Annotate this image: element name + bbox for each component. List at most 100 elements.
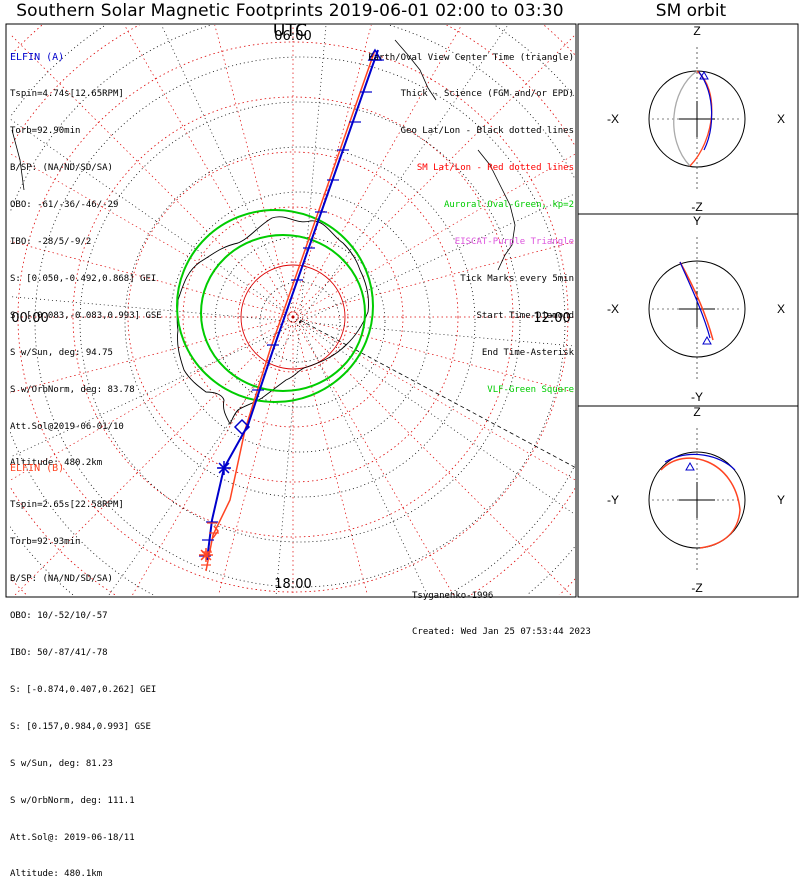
orbit-trail-gray	[673, 70, 698, 167]
view-center-triangle	[367, 48, 383, 61]
elfin-a-track	[206, 49, 379, 561]
elfin-b-info: ELFIN (B) Tspin=2.65s[22.58RPM] Torb=92.…	[10, 438, 156, 893]
geo-lon-line	[299, 193, 575, 323]
elfin-b-line: OBO: 10/-52/10/-57	[10, 611, 108, 622]
geo-lon-line	[299, 321, 575, 515]
elfin-a-line: Att.Sol@2019-06-01/10	[10, 421, 124, 432]
orbit-panel-yz-frame	[577, 405, 799, 598]
coast-fragment-north	[394, 39, 437, 101]
axis-label-left: -X	[607, 112, 619, 126]
geo-lat-circle	[79, 101, 521, 543]
elfin-a-info: ELFIN (A) Tspin=4.74s[12.65RPM] Torb=92.…	[10, 27, 162, 482]
axis-label-top: Y	[693, 214, 701, 228]
elfin-b-line: S w/OrbNorm, deg: 111.1	[10, 795, 135, 806]
orbit-title: SM orbit	[655, 1, 727, 21]
sm-lat-circle	[182, 206, 404, 428]
elfin-a-line: IBO: -28/5/-9/2	[10, 237, 92, 248]
sm-lon-line	[14, 316, 294, 595]
elfin-a-line: S w/OrbNorm, deg: 83.78	[10, 384, 135, 395]
orbit-a-triangle	[699, 70, 709, 80]
legend-entry: Tick Marks every 5min	[460, 273, 574, 284]
legend-entry: Geo Lat/Lon - Black dotted lines	[400, 126, 574, 137]
mlt-label-bottom: 18:00	[274, 577, 311, 592]
created-timestamp: Created: Wed Jan 25 07:53:44 2023	[412, 627, 591, 638]
elfin-a-start-diamond	[233, 418, 251, 436]
geo-lon-line	[299, 321, 575, 347]
geo-lat-circle	[259, 281, 341, 363]
sm-pole-circle	[240, 264, 346, 370]
elfin-b-line: Tspin=2.65s[22.58RPM]	[10, 500, 124, 511]
legend-entry: SM Lat/Lon - Red dotted lines	[416, 163, 574, 174]
elfin-a-line: S: [0.050,-0.492,0.868] GEI	[10, 273, 157, 284]
sm-orbit-panels: Z -Z -X X Y -Y -X X Z -Z -Y Y	[577, 23, 799, 598]
polar-plot	[10, 25, 575, 595]
sm-lon-line	[10, 33, 294, 318]
footer: Tsyganenko-1996 Created: Wed Jan 25 07:5…	[412, 565, 591, 651]
elfin-b-line: S w/Sun, deg: 81.23	[10, 758, 113, 769]
legend-entry: Start Time-Diamond	[476, 310, 574, 321]
mlt-label-left: 00:00	[11, 311, 48, 326]
axis-label-bottom: -Y	[691, 390, 703, 404]
elfin-b-line: Torb=92.93min	[10, 537, 81, 548]
asterisk-stroke	[218, 462, 230, 474]
model-credit: Tsyganenko-1996	[412, 590, 494, 601]
orbit-a-path	[664, 453, 736, 471]
legend-entry: EISCAT-Purple Triangle	[454, 237, 574, 248]
geo-lat-circle	[34, 56, 566, 588]
geo-lon-line	[10, 118, 301, 323]
axis-label-top: Z	[693, 24, 700, 38]
asterisk-stroke	[200, 549, 212, 561]
sm-grid	[10, 25, 575, 595]
axis-label-bottom: -Z	[691, 581, 702, 595]
geo-lon-line	[299, 321, 428, 595]
sm-lon-line	[214, 25, 294, 318]
polar-panel-frame	[5, 23, 577, 598]
coast-fragment-west	[11, 129, 25, 191]
mlt-label-top: 06:00	[274, 29, 311, 44]
sm-lon-line	[218, 316, 294, 595]
elfin-b-start-diamond	[212, 525, 219, 539]
legend: Earth/Oval View Center Time (triangle) T…	[368, 27, 574, 408]
chart-title: Southern Solar Magnetic Footprints 2019-…	[16, 1, 564, 41]
orbit-a-path	[679, 261, 711, 339]
mlt-label-right: 12:00	[533, 311, 570, 326]
geo-lat-circle	[214, 236, 386, 408]
geo-lat-circle	[169, 191, 431, 453]
geo-lon-line	[108, 321, 301, 595]
coast-fragment-east	[477, 149, 516, 271]
elfin-b-name: ELFIN (B)	[10, 462, 65, 474]
axis-label-left: -Y	[607, 493, 619, 507]
antarctica-coastline	[11, 39, 516, 426]
legend-entry: End Time-Asterisk	[481, 347, 574, 358]
orbit-a-triangle	[702, 335, 712, 345]
geo-grid	[10, 25, 575, 595]
axis-label-right: Y	[777, 493, 785, 507]
legend-entry: VLF-Green Square	[487, 384, 574, 395]
elfin-b-line: S: [0.157,0.984,0.993] GSE	[10, 721, 151, 732]
geo-lon-line	[299, 25, 509, 323]
axis-label-left: -X	[607, 302, 619, 316]
elfin-b-line: B/SP: (NA/ND/SD/SA)	[10, 574, 113, 585]
axis-label-bottom: -Z	[691, 200, 702, 214]
orbit-a-triangle	[685, 461, 695, 471]
geo-lon-line	[299, 25, 327, 323]
orbit-b-path	[660, 457, 741, 549]
sm-lon-line	[124, 25, 294, 318]
auroral-oval-inner	[200, 234, 366, 392]
elfin-a-line: Altitude: 480.2km	[10, 458, 103, 469]
footprint-tracks	[199, 48, 384, 572]
sm-lon-line	[292, 316, 572, 595]
elfin-a-line: Torb=92.90min	[10, 126, 81, 137]
elfin-a-line: S: [-0.083,-0.083,0.993] GSE	[10, 310, 162, 321]
elfin-b-line: IBO: 50/-87/41/-78	[10, 648, 108, 659]
elfin-b-end-asterisk	[199, 548, 213, 562]
auroral-oval	[176, 209, 374, 403]
elfin-b-line: Att.Sol@: 2019-06-18/11	[10, 832, 135, 843]
axis-label-right: X	[777, 112, 785, 126]
axis-label-top: Z	[693, 405, 700, 419]
elfin-b-line: Altitude: 480.1km	[10, 869, 103, 880]
axis-label-right: X	[777, 302, 785, 316]
elfin-a-line: Tspin=4.74s[12.65RPM]	[10, 89, 124, 100]
geo-lat-circle	[124, 146, 476, 498]
legend-entry: Thick - Science (FGM and/or EPD)	[400, 89, 574, 100]
